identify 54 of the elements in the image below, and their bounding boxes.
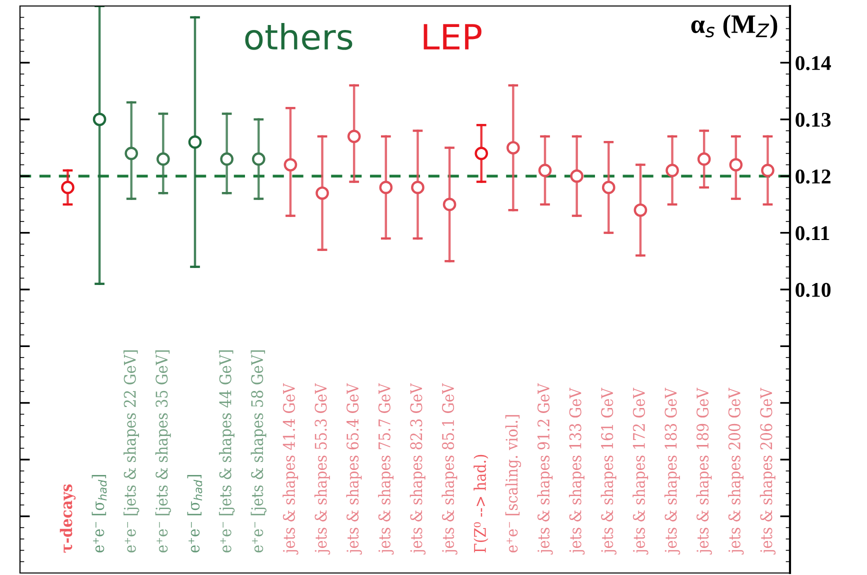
annotation: others xyxy=(245,23,352,50)
point xyxy=(538,164,552,178)
point xyxy=(124,146,138,160)
y-axis-title: α$_{s}$ (M$_{Z}$) xyxy=(691,14,778,38)
y-tick-label: 0.11 xyxy=(796,226,830,240)
y-tick-label: 0.14 xyxy=(796,56,831,70)
y-tick-label: 0.12 xyxy=(796,169,830,184)
point xyxy=(220,152,234,166)
x-tick-label: jets & shapes 91.2 GeV xyxy=(537,383,553,555)
x-tick-label: jets & shapes 82.3 GeV xyxy=(410,383,426,555)
x-tick-label: jets & shapes 41.4 GeV xyxy=(282,383,298,555)
y-tick-label: 0.13 xyxy=(796,112,831,127)
x-tick-label: jets & shapes 55.3 GeV xyxy=(314,383,330,555)
annotation: LEP xyxy=(424,24,482,50)
x-tick-label: jets & shapes 206 GeV xyxy=(760,388,776,555)
x-tick-label: e⁺e⁻ [jets & shapes 35 GeV] xyxy=(155,350,172,552)
x-tick-label: e⁺e⁻ [scaling. viol.] xyxy=(505,415,522,552)
x-tick-label: jets & shapes 189 GeV xyxy=(696,388,712,555)
point xyxy=(347,130,361,144)
x-tick-label: e⁺e⁻ [σ$_{had}$] xyxy=(92,475,107,552)
x-tick-label: jets & shapes 200 GeV xyxy=(728,388,744,555)
point xyxy=(411,180,424,194)
point xyxy=(761,164,774,178)
x-tick-label: e⁺e⁻ [σ$_{had}$] xyxy=(187,475,202,552)
point xyxy=(442,198,456,212)
point xyxy=(252,152,266,166)
point xyxy=(379,180,393,194)
point xyxy=(570,169,584,183)
x-tick-label: jets & shapes 172 GeV xyxy=(632,388,648,555)
point xyxy=(188,135,202,149)
x-tick-label: e⁺e⁻ [jets & shapes 22 GeV] xyxy=(124,350,140,552)
point xyxy=(474,146,488,160)
x-tick-label: jets & shapes 85.1 GeV xyxy=(442,383,458,555)
point xyxy=(634,203,648,217)
x-tick-label: e⁺e⁻ [jets & shapes 58 GeV] xyxy=(250,350,266,552)
x-tick-label: jets & shapes 161 GeV xyxy=(600,388,616,555)
x-tick-label: jets & shapes 133 GeV xyxy=(568,388,585,555)
x-tick-label: Γ(Z⁰ --> had.) xyxy=(474,454,488,552)
point xyxy=(61,180,74,194)
point xyxy=(697,152,711,166)
x-tick-label: jets & shapes 183 GeV xyxy=(664,388,680,555)
point xyxy=(666,164,679,178)
x-tick-label: τ-decays xyxy=(60,484,76,553)
point xyxy=(729,158,743,172)
point xyxy=(602,180,616,194)
point xyxy=(156,152,170,166)
x-tick-label: jets & shapes 75.7 GeV xyxy=(378,383,394,555)
x-tick-label: jets & shapes 65.4 GeV xyxy=(346,383,362,555)
x-tick-label: e⁺e⁻ [jets & shapes 44 GeV] xyxy=(218,350,235,552)
point xyxy=(316,186,329,200)
point xyxy=(92,112,106,126)
point xyxy=(284,158,298,172)
y-tick-label: 0.10 xyxy=(796,282,831,298)
point xyxy=(506,141,520,154)
